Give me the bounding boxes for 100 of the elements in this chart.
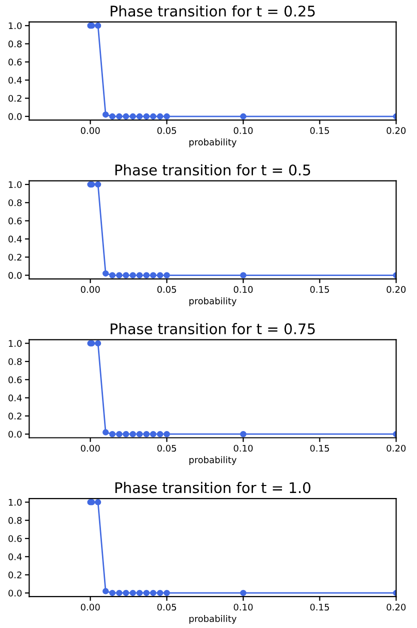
- point: [116, 430, 122, 438]
- point: [94, 22, 102, 29]
- point: [102, 270, 109, 277]
- point: [136, 113, 143, 120]
- x-tick-label: 0.05: [157, 286, 176, 293]
- point: [143, 272, 150, 278]
- x-tick-label: 0.15: [310, 444, 329, 452]
- y-tick-label: 1.0: [8, 340, 22, 347]
- point: [143, 113, 150, 120]
- x-axis-title: probability: [189, 456, 236, 465]
- y-tick-label: 0.2: [8, 94, 22, 102]
- point: [122, 430, 130, 438]
- point: [122, 113, 130, 120]
- point: [156, 590, 164, 596]
- y-tick-label: 0.0: [8, 430, 22, 438]
- point: [156, 272, 164, 278]
- point: [240, 113, 246, 120]
- x-axis-title: probability: [189, 297, 236, 306]
- point: [94, 340, 102, 346]
- chart-title: Phase transition for t = 1.0: [115, 482, 310, 494]
- y-tick-label: 0.8: [8, 517, 22, 524]
- x-tick-label: 0.20: [386, 444, 406, 452]
- point: [130, 113, 136, 120]
- x-tick-label: 0.20: [386, 604, 406, 611]
- point: [150, 590, 156, 596]
- point: [130, 430, 136, 438]
- x-tick-label: 0.00: [80, 444, 100, 452]
- point: [240, 430, 246, 438]
- y-tick-label: 0.6: [8, 58, 22, 66]
- point: [122, 590, 130, 596]
- point: [143, 430, 150, 438]
- y-tick-label: 1.0: [8, 181, 22, 188]
- x-tick-label: 0.15: [310, 127, 329, 134]
- y-tick-label: 0.0: [8, 113, 22, 120]
- y-tick-label: 0.8: [8, 40, 22, 48]
- point: [143, 590, 150, 596]
- y-tick-label: 0.6: [8, 535, 22, 542]
- y-tick-label: 0.6: [8, 376, 22, 384]
- point: [102, 588, 109, 594]
- point: [164, 590, 170, 596]
- point: [150, 272, 156, 278]
- y-tick-label: 0.0: [8, 590, 22, 597]
- x-tick-label: 0.10: [234, 127, 253, 134]
- point: [164, 272, 170, 278]
- y-tick-label: 0.8: [8, 199, 22, 206]
- point: [116, 113, 122, 120]
- chart-title: Phase transition for t = 0.5: [115, 164, 310, 176]
- y-tick-label: 0.4: [8, 553, 22, 560]
- x-tick-label: 0.05: [157, 127, 176, 134]
- x-tick-label: 0.10: [234, 444, 253, 452]
- point: [109, 430, 116, 438]
- point: [136, 590, 143, 596]
- x-tick-label: 0.00: [80, 127, 100, 134]
- x-tick-label: 0.15: [310, 286, 329, 293]
- point: [94, 181, 102, 188]
- x-tick-label: 0.00: [80, 286, 100, 293]
- point: [102, 111, 109, 118]
- point: [240, 590, 246, 596]
- point: [102, 429, 109, 436]
- x-tick-label: 0.10: [234, 604, 253, 611]
- point: [109, 590, 116, 596]
- x-tick-label: 0.20: [386, 286, 406, 293]
- point: [94, 499, 102, 506]
- y-tick-label: 0.2: [8, 412, 22, 420]
- point: [116, 590, 122, 596]
- point: [109, 272, 116, 278]
- point: [150, 430, 156, 438]
- point: [164, 113, 170, 120]
- point: [136, 430, 143, 438]
- point: [136, 272, 143, 278]
- y-tick-label: 0.4: [8, 236, 22, 242]
- x-axis-title: probability: [189, 138, 236, 148]
- y-tick-label: 0.4: [8, 76, 22, 84]
- y-tick-label: 1.0: [8, 498, 22, 506]
- x-axis-title: probability: [189, 615, 236, 624]
- point: [122, 272, 130, 278]
- chart-title: Phase transition for t = 0.25: [110, 5, 315, 17]
- point: [164, 430, 170, 438]
- y-tick-label: 1.0: [8, 22, 22, 30]
- point: [116, 272, 122, 278]
- y-tick-label: 0.0: [8, 272, 22, 279]
- point: [109, 113, 116, 120]
- y-tick-label: 0.4: [8, 394, 22, 402]
- chart-title: Phase transition for t = 0.75: [110, 323, 315, 334]
- y-tick-label: 0.8: [8, 358, 22, 366]
- y-tick-label: 0.2: [8, 254, 22, 261]
- x-tick-label: 0.00: [80, 604, 100, 611]
- point: [130, 590, 136, 596]
- x-tick-label: 0.05: [157, 604, 176, 611]
- y-tick-label: 0.2: [8, 572, 22, 578]
- point: [156, 430, 164, 438]
- point: [130, 272, 136, 278]
- point: [156, 113, 164, 120]
- x-tick-label: 0.15: [310, 604, 329, 611]
- x-tick-label: 0.20: [386, 127, 406, 134]
- x-tick-label: 0.05: [157, 444, 176, 452]
- point: [240, 272, 246, 278]
- x-tick-label: 0.10: [234, 286, 253, 293]
- y-tick-label: 0.6: [8, 218, 22, 224]
- point: [150, 113, 156, 120]
